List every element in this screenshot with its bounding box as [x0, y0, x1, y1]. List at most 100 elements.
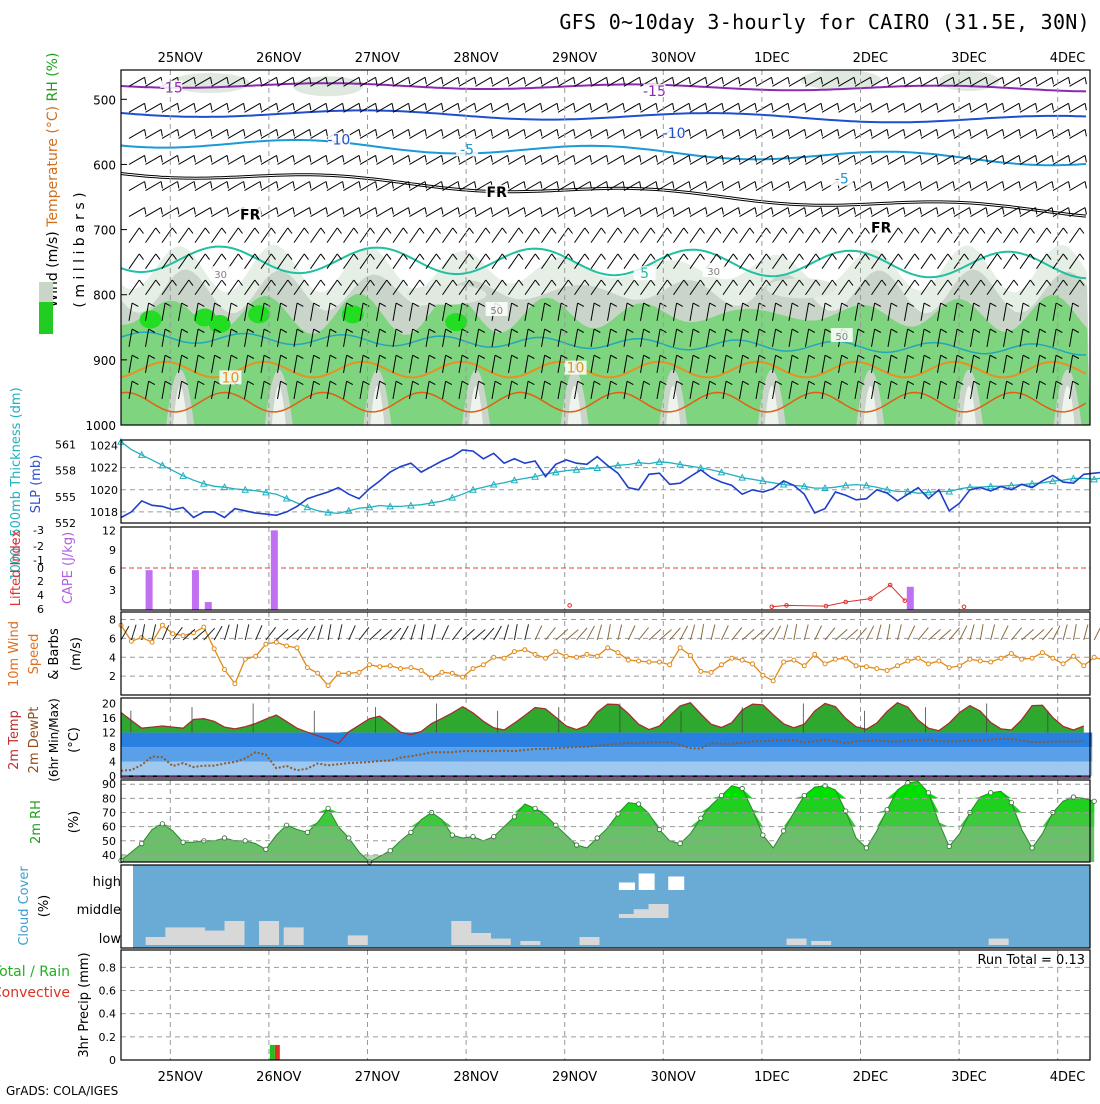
wind-barb-feather: [848, 227, 854, 234]
rh-point: [1008, 799, 1015, 806]
wind-barb-staff: [409, 279, 421, 296]
wind-barb-staff: [590, 154, 607, 165]
wind-barb-feather: [320, 279, 326, 286]
wind-barb-staff: [128, 253, 140, 269]
wind-barb-staff: [722, 76, 739, 87]
lifted-index-point: [784, 603, 789, 608]
wind-barb-feather: [144, 77, 147, 85]
wind-barb-feather: [325, 77, 328, 85]
wind-barb-staff: [739, 329, 744, 347]
wind-barb-staff: [970, 303, 975, 321]
wind-barb-staff: [425, 355, 430, 373]
wind-barb-staff: [392, 253, 404, 269]
wind-barb-feather: [659, 328, 667, 333]
wind-barb-staff: [854, 102, 871, 113]
wind-barb-staff: [904, 76, 921, 87]
wind-barb-staff: [541, 355, 546, 373]
wind-barb-staff: [854, 128, 871, 139]
rh-point: [1029, 845, 1035, 851]
surface-wind-barb: [596, 624, 603, 641]
wind-barb-feather: [617, 227, 623, 234]
wind-barb-feather: [270, 253, 276, 260]
li-ylabel: Lifted Index: [9, 529, 24, 606]
wind-barb-staff: [1036, 355, 1041, 373]
cloud-high-block: [638, 873, 655, 890]
surface-wind-barb: [835, 629, 848, 641]
wind-barb-feather: [655, 207, 658, 215]
wind-speed-point: [367, 662, 372, 668]
contour-label: -10: [663, 126, 686, 142]
wind-barb-staff: [689, 227, 701, 243]
wind-barb-feather: [732, 253, 738, 260]
wind-barb-staff: [145, 128, 162, 139]
thickness-line: [120, 441, 1100, 515]
wind-barb-feather: [573, 207, 576, 215]
wind-barb-staff: [590, 76, 607, 87]
wind-barb-feather: [164, 354, 172, 359]
wind-barb-feather: [428, 380, 436, 386]
wind-barb-staff: [805, 128, 822, 139]
wind-barb-feather: [1062, 253, 1068, 260]
rh-point: [863, 845, 870, 851]
wind-barb-feather: [782, 253, 788, 260]
surface-wind-barb: [803, 624, 809, 641]
surface-wind-barb: [752, 629, 765, 641]
wind-barb-staff: [904, 207, 921, 217]
wind-barb-feather: [672, 181, 675, 189]
wind-barb-staff: [937, 381, 942, 400]
wind-barb-staff: [871, 128, 888, 139]
rh-wisp: [766, 278, 837, 299]
wind-barb-staff: [722, 381, 727, 400]
surface-wind-barb: [451, 627, 463, 641]
wind-barb-feather: [886, 103, 889, 111]
rh-ylabel-part: 2m RH: [29, 800, 44, 844]
wind-barb-staff: [706, 181, 723, 191]
wind-barb-staff: [623, 154, 640, 165]
wind-barb-staff: [425, 154, 442, 165]
wind-barb-staff: [920, 76, 937, 87]
wind-barb-feather: [560, 328, 568, 333]
wind-barb-feather: [362, 328, 370, 333]
wind-barb-staff: [1036, 329, 1041, 347]
wind-barb-feather: [589, 103, 592, 111]
wind-barb-feather: [534, 279, 540, 286]
wind-barb-feather: [1039, 354, 1047, 359]
wind-barb-feather: [336, 279, 342, 286]
wind-barb-staff: [1019, 76, 1036, 87]
slp-tick-label: 1020: [90, 484, 118, 497]
wind-barb-feather: [243, 129, 246, 137]
wind-barb-feather: [837, 155, 840, 163]
wind-barb-feather: [870, 181, 873, 189]
contour-label-bg: [160, 80, 183, 95]
wind-barb-feather: [237, 253, 243, 260]
wind-barb-feather: [270, 279, 276, 286]
wind-barb-feather: [296, 354, 304, 359]
wind-speed-point: [439, 669, 445, 675]
thickness-point: [262, 488, 270, 496]
wind-barb-feather: [177, 207, 180, 215]
wind-barb-feather: [501, 253, 507, 260]
wind-barb-feather: [610, 380, 618, 386]
wind-barb-feather: [692, 328, 700, 333]
wind-barb-feather: [230, 302, 238, 307]
wind-barb-staff: [755, 128, 772, 139]
wind-barb-staff: [574, 303, 579, 321]
wind-barb-staff: [145, 381, 150, 400]
wind-barb-staff: [211, 76, 228, 87]
wind-barb-feather: [325, 155, 328, 163]
wind-barb-feather: [309, 77, 312, 85]
wind-barb-staff: [755, 303, 760, 321]
wind-barb-staff: [788, 128, 805, 139]
surface-wind-barb: [472, 629, 486, 641]
wind-barb-feather: [452, 253, 458, 260]
thickness-tick-label: 555: [55, 491, 76, 504]
wind-barb-staff: [442, 303, 447, 321]
wind-barb-feather: [457, 155, 460, 163]
wind-barb-staff: [1069, 227, 1081, 243]
wind-barb-staff: [194, 355, 199, 373]
surface-wind-barb: [979, 624, 984, 641]
wind-barb-staff: [475, 253, 487, 269]
wind-barb-feather: [963, 253, 969, 260]
rh-point: [925, 790, 932, 796]
wind-barb-staff: [574, 227, 586, 243]
